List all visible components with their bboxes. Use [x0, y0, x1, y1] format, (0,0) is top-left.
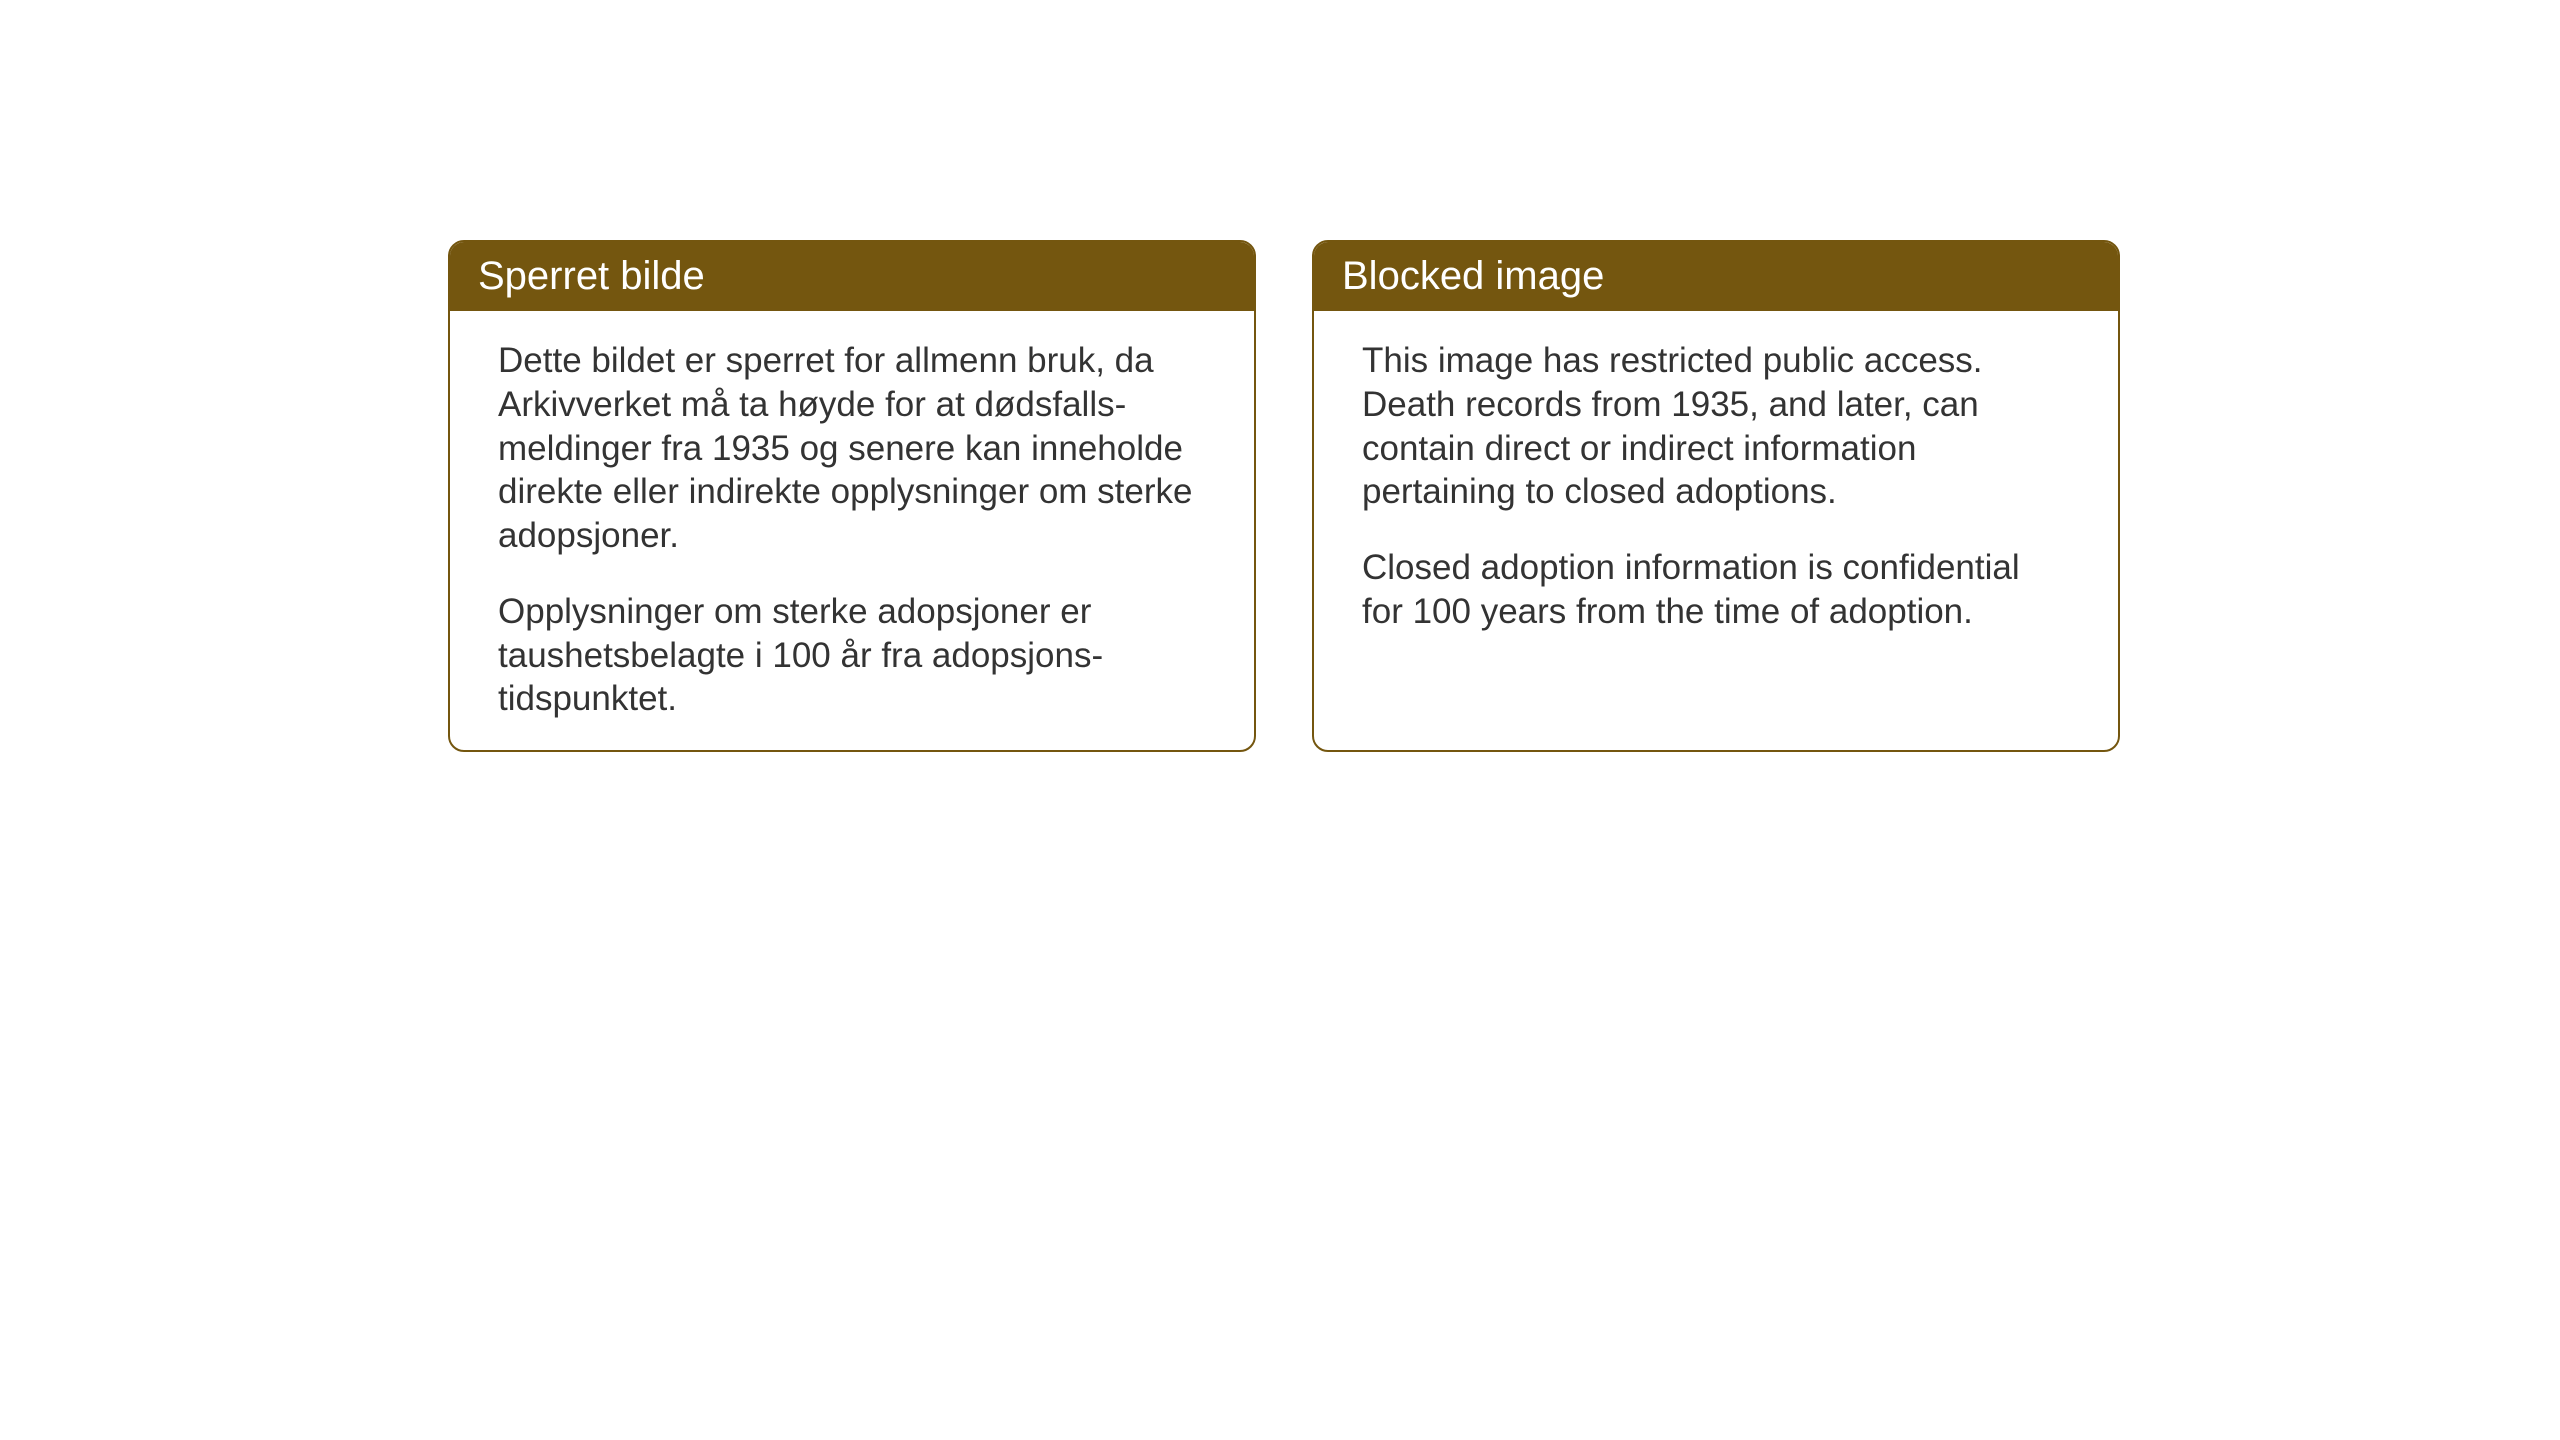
- card-title-english: Blocked image: [1342, 254, 1604, 298]
- card-header-english: Blocked image: [1314, 242, 2118, 311]
- card-body-english: This image has restricted public access.…: [1314, 311, 2118, 674]
- card-paragraph-english-2: Closed adoption information is confident…: [1362, 546, 2070, 634]
- card-paragraph-norwegian-1: Dette bildet er sperret for allmenn bruk…: [498, 339, 1206, 558]
- notice-card-norwegian: Sperret bilde Dette bildet er sperret fo…: [448, 240, 1256, 752]
- card-paragraph-norwegian-2: Opplysninger om sterke adopsjoner er tau…: [498, 590, 1206, 721]
- notice-container: Sperret bilde Dette bildet er sperret fo…: [448, 240, 2120, 752]
- card-header-norwegian: Sperret bilde: [450, 242, 1254, 311]
- card-paragraph-english-1: This image has restricted public access.…: [1362, 339, 2070, 514]
- card-title-norwegian: Sperret bilde: [478, 254, 705, 298]
- notice-card-english: Blocked image This image has restricted …: [1312, 240, 2120, 752]
- card-body-norwegian: Dette bildet er sperret for allmenn bruk…: [450, 311, 1254, 752]
